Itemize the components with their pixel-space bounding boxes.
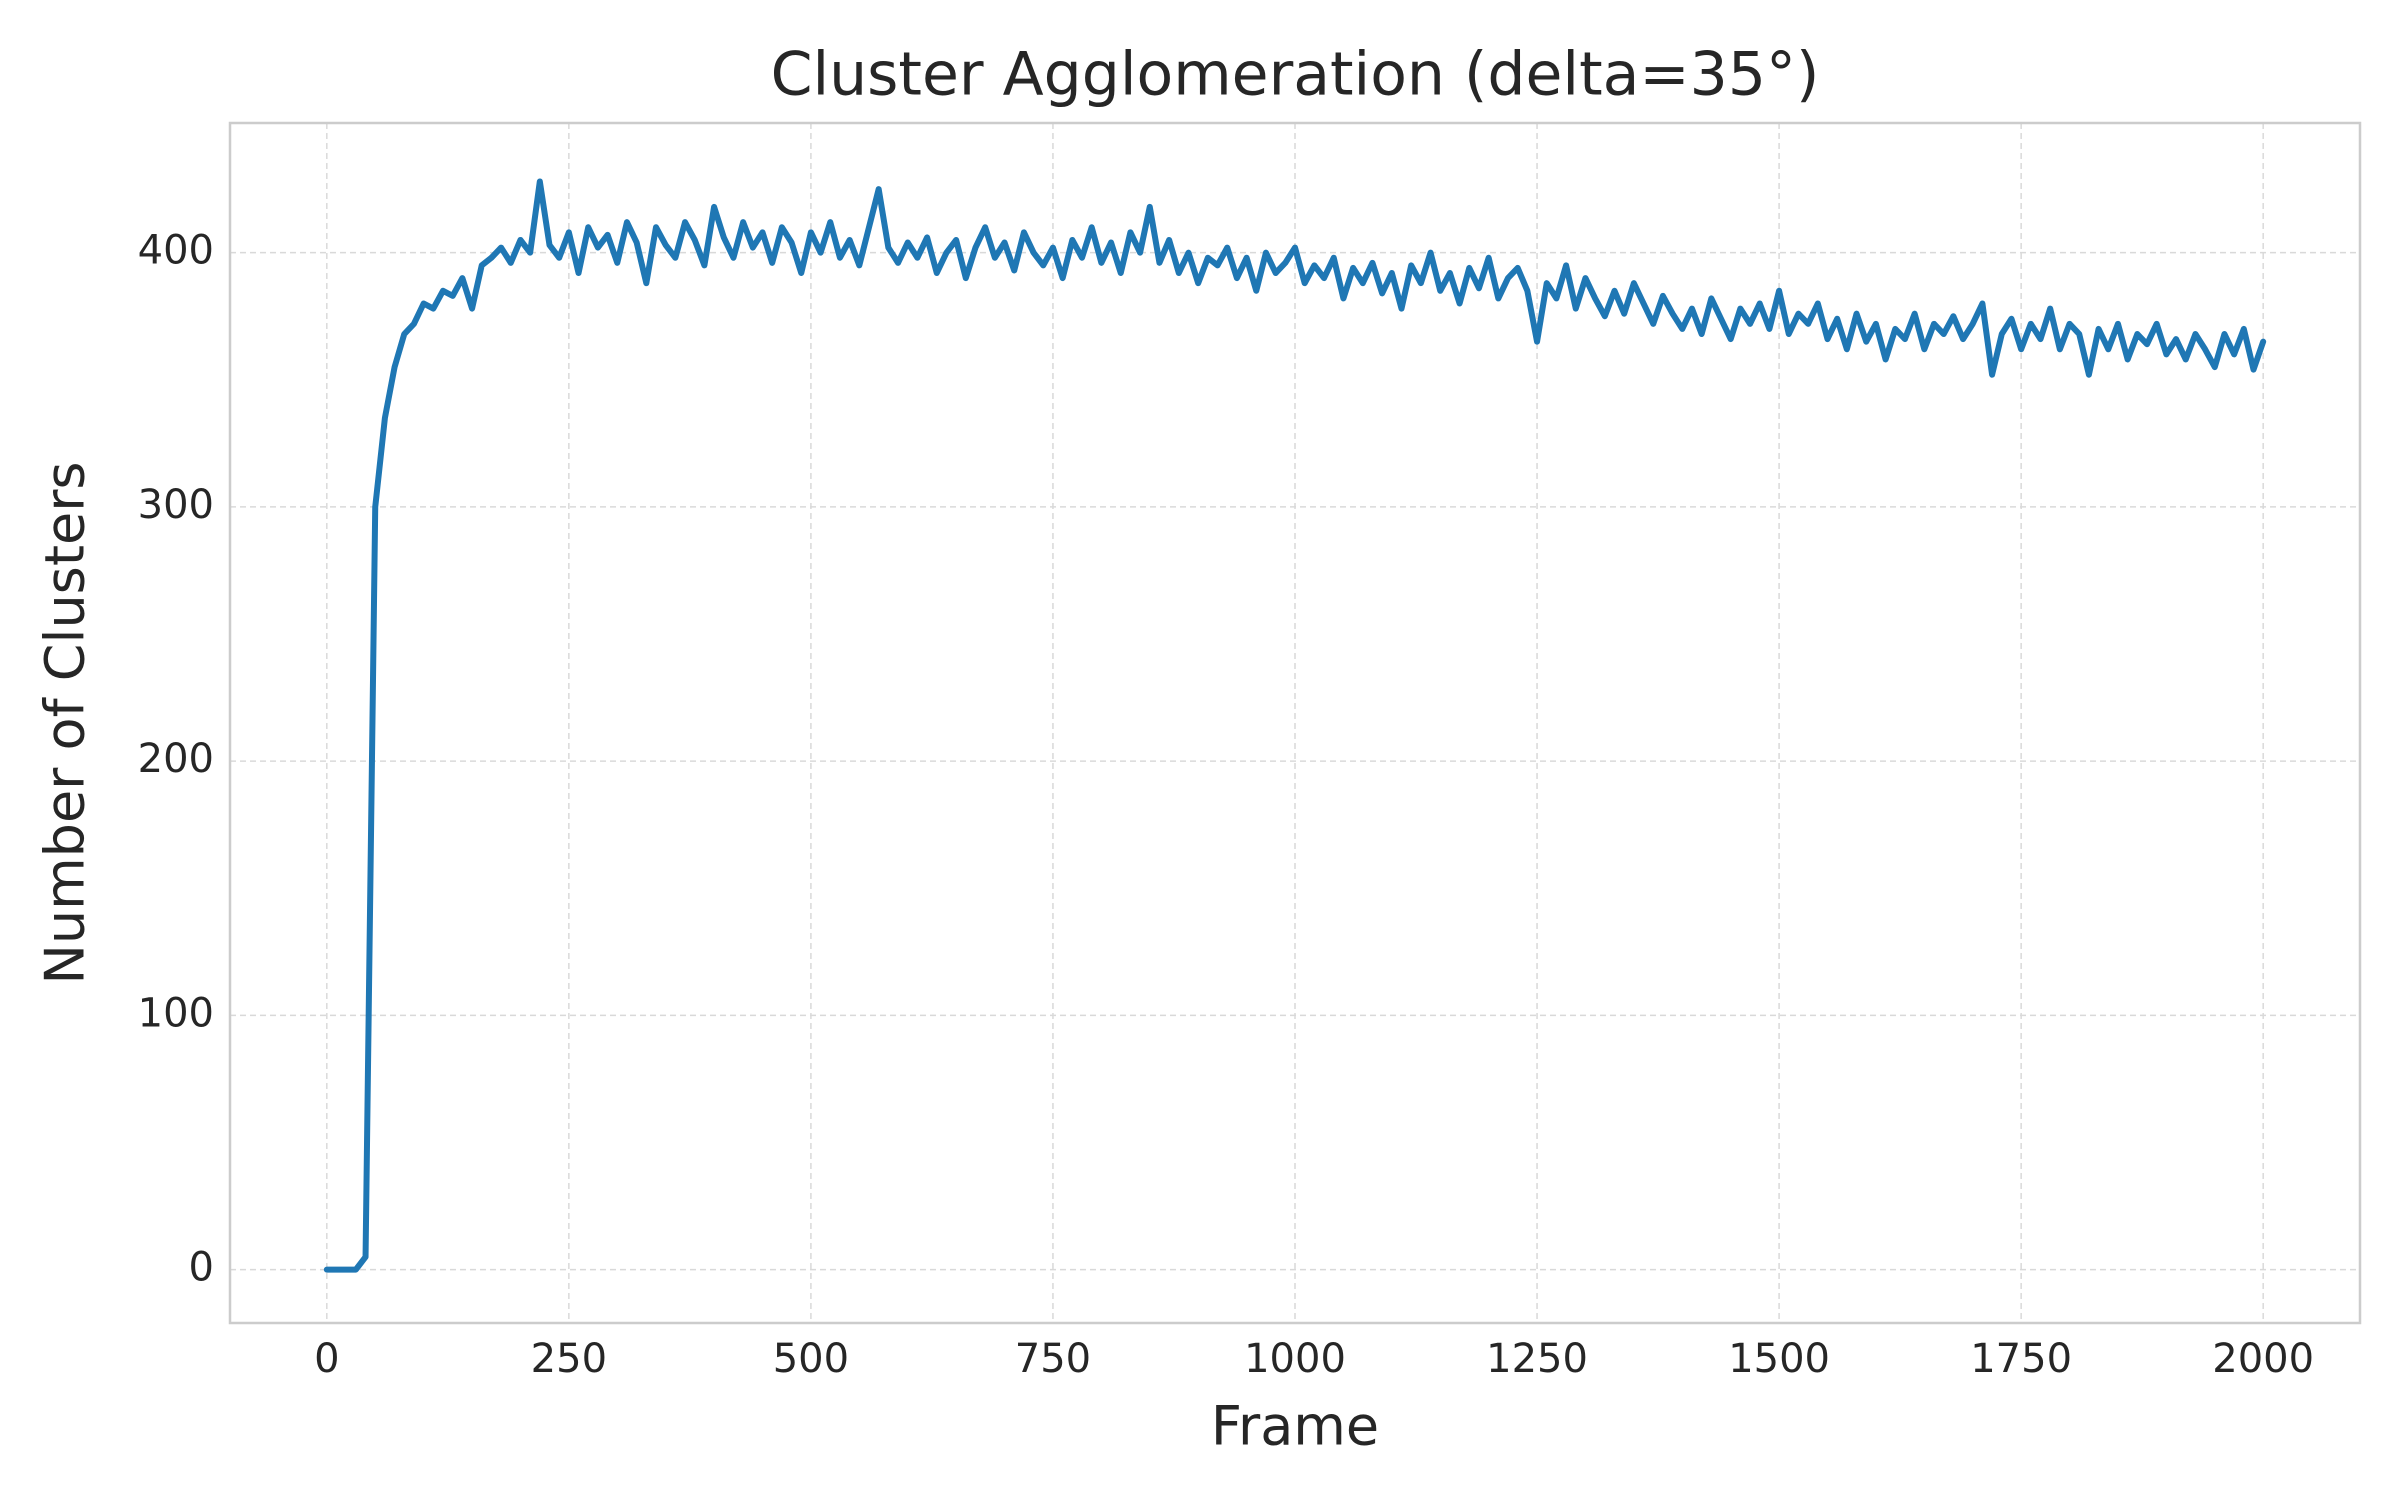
x-tick-label: 500 bbox=[773, 1336, 849, 1382]
y-tick-label: 0 bbox=[189, 1245, 214, 1291]
x-tick-label: 1250 bbox=[1486, 1336, 1588, 1382]
x-tick-label: 250 bbox=[531, 1336, 607, 1382]
x-tick-label: 2000 bbox=[2212, 1336, 2314, 1382]
x-tick-label: 1500 bbox=[1728, 1336, 1830, 1382]
plot-frame bbox=[228, 121, 2362, 1325]
x-tick-label: 0 bbox=[314, 1336, 339, 1382]
y-tick-label: 400 bbox=[138, 228, 214, 274]
x-tick-label: 1000 bbox=[1244, 1336, 1346, 1382]
x-tick-label: 750 bbox=[1015, 1336, 1091, 1382]
data-line bbox=[323, 178, 2267, 1273]
chart-title: Cluster Agglomeration (delta=35°) bbox=[771, 40, 1820, 110]
y-axis-label: Number of Clusters bbox=[34, 461, 97, 984]
y-tick-label: 200 bbox=[138, 736, 214, 782]
y-tick-label: 100 bbox=[138, 990, 214, 1036]
x-tick-label: 1750 bbox=[1970, 1336, 2072, 1382]
y-tick-label: 300 bbox=[138, 482, 214, 528]
x-axis-label: Frame bbox=[1211, 1395, 1379, 1458]
